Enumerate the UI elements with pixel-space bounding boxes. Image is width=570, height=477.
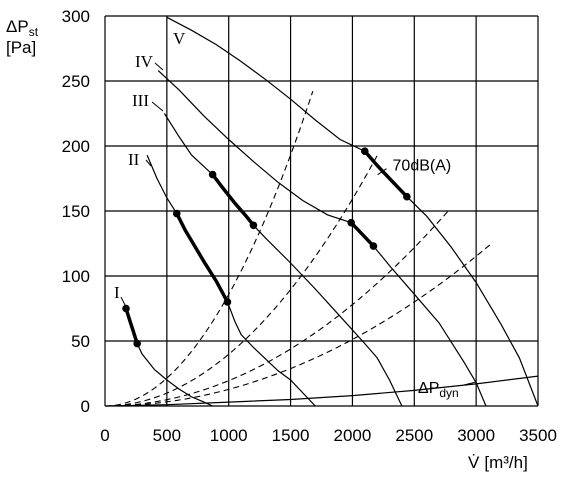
operating-point xyxy=(347,218,355,227)
operating-point xyxy=(403,192,411,201)
x-tick-label: 1500 xyxy=(272,426,310,445)
system-curve xyxy=(105,244,491,407)
y-tick-label: 300 xyxy=(62,7,90,26)
operating-point xyxy=(361,147,369,155)
curve-III xyxy=(163,113,403,407)
curve-label-IV: IV xyxy=(135,52,154,71)
x-tick-label: 0 xyxy=(100,426,109,445)
curve-label-leader xyxy=(120,296,127,308)
curve-label-leader xyxy=(151,101,164,112)
annotation-leader xyxy=(377,168,387,176)
system-curves xyxy=(105,91,491,407)
bold-segment-IV xyxy=(349,220,376,248)
curve-label-III: III xyxy=(132,91,149,110)
system-curve xyxy=(105,209,450,407)
x-tick-label: 1000 xyxy=(210,426,248,445)
x-tick-label: 3000 xyxy=(457,426,495,445)
x-tick-label: 3500 xyxy=(519,426,557,445)
annotation-dp-main: ΔP xyxy=(418,380,439,397)
bold-segments xyxy=(124,149,409,346)
x-tick-label: 500 xyxy=(153,426,181,445)
operating-points xyxy=(122,147,411,348)
bold-segment-V xyxy=(363,149,409,199)
curve-label-I: I xyxy=(114,283,120,302)
y-tick-label: 250 xyxy=(62,72,90,91)
x-axis-label: V̇ [m³/h] xyxy=(468,453,528,472)
y-axis-label-main: ΔPst xyxy=(6,17,39,39)
operating-point xyxy=(133,339,141,348)
annotation-dynamic-pressure: ΔPdyn xyxy=(418,380,459,400)
curve-label-leader xyxy=(145,159,152,167)
curve-II xyxy=(146,154,316,407)
operating-point xyxy=(223,298,232,306)
y-tick-label: 50 xyxy=(71,332,90,351)
operating-point xyxy=(249,221,258,230)
operating-point xyxy=(122,304,130,313)
curve-IV xyxy=(157,70,487,407)
y-tick-label: 200 xyxy=(62,137,90,156)
operating-point xyxy=(208,170,217,179)
y-tick-label: 0 xyxy=(81,397,90,416)
tick-labels: 0 500 1000 1500 2000 2500 3000 3500 0 50 100 150 200… xyxy=(62,7,557,445)
fan-curves xyxy=(104,16,539,407)
operating-point xyxy=(369,242,378,250)
curve-label-leader xyxy=(154,62,164,71)
x-tick-label: 2500 xyxy=(395,426,433,445)
bold-segment-II xyxy=(175,211,230,304)
y-tick-label: 100 xyxy=(62,267,90,286)
bold-segment-I xyxy=(124,306,139,346)
y-axis-label-unit: [Pa] xyxy=(6,38,36,57)
system-curve xyxy=(105,155,378,407)
x-tick-label: 2000 xyxy=(334,426,372,445)
curve-label-V: V xyxy=(173,29,186,48)
bold-segment-III xyxy=(210,172,256,228)
annotation-70dba: 70dB(A) xyxy=(393,158,452,175)
annotation-leader xyxy=(463,381,477,386)
y-tick-label: 150 xyxy=(62,202,90,221)
operating-point xyxy=(172,209,181,218)
curve-label-II: II xyxy=(128,150,140,169)
annotation-dp-sub: dyn xyxy=(439,386,458,400)
system-curve xyxy=(105,91,314,407)
